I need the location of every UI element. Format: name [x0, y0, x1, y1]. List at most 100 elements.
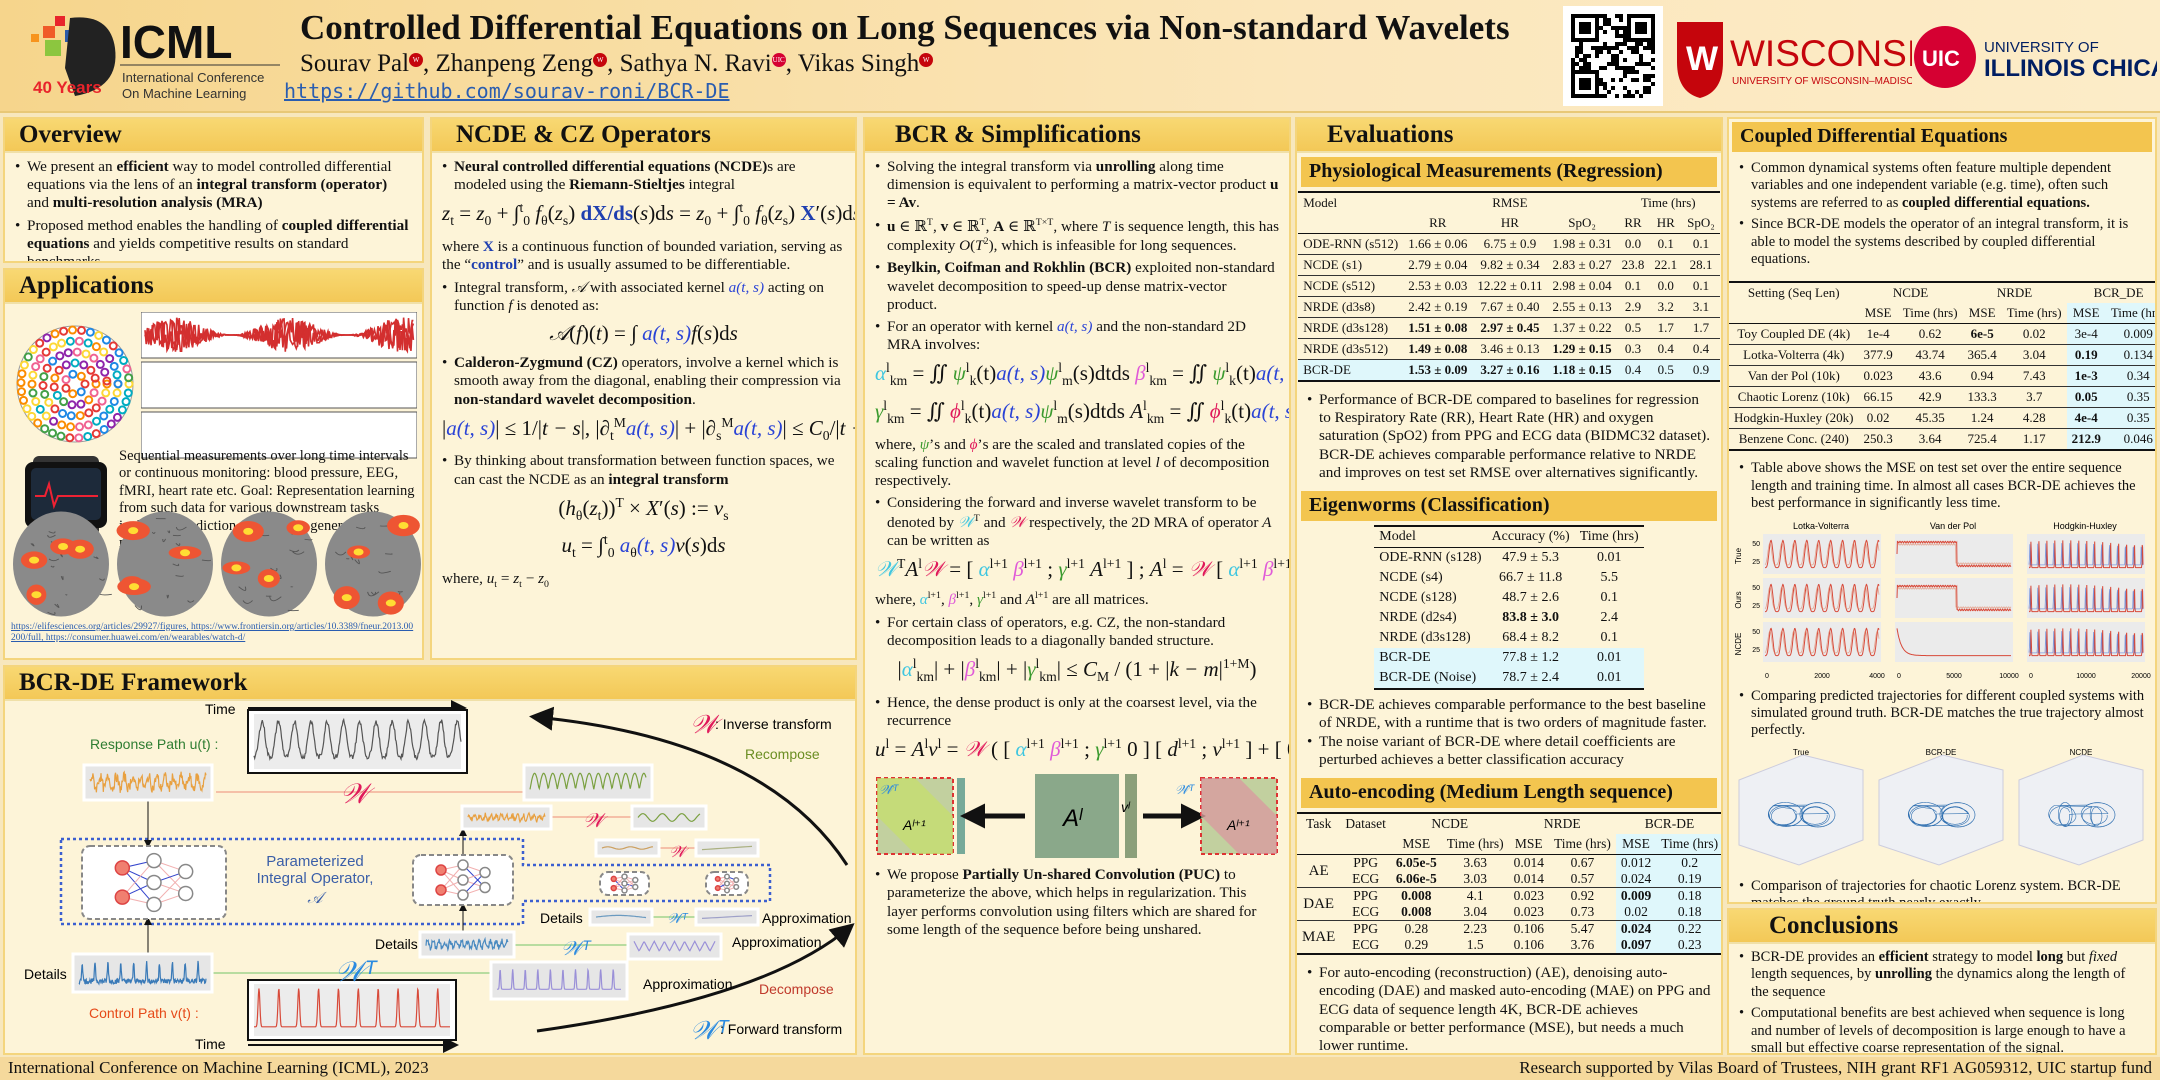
text-segment: can be written as [887, 531, 990, 549]
column-header: SpO₂ [1547, 213, 1617, 234]
text-segment: | + | [933, 657, 965, 682]
text-segment: )) [601, 495, 616, 520]
table-cell: 0.18 [1656, 887, 1721, 905]
text-segment: = [889, 737, 912, 762]
text-segment: exploited non-standard wavelet decomposi… [887, 259, 1275, 313]
table-cell: 3e-4 [2066, 323, 2106, 345]
evaluations-panel: Evaluations Physiological Measurements (… [1295, 117, 1723, 1055]
table-row: MAE PPG 0.28 2.23 0.106 5.47 0.024 0.22 [1297, 920, 1721, 955]
text-segment: × [623, 495, 647, 520]
text-segment: l [1145, 360, 1150, 376]
column-header: MSE [2066, 303, 2106, 325]
table-cell: ECG [1352, 937, 1380, 953]
wisconsin-affiliation-icon: W [919, 52, 934, 67]
table-cell: 0.1 [1682, 275, 1720, 297]
text-segment: l [1225, 360, 1230, 376]
section-title: Evaluations [1297, 119, 1721, 153]
table-cell: 6e-5 [1962, 323, 2002, 345]
time-label: Time [195, 1036, 226, 1052]
image-citations[interactable]: https://elifesciences.org/articles/29927… [11, 622, 414, 644]
text-segment: . [691, 390, 696, 408]
table-cell: 0.1 [1649, 233, 1683, 255]
text-segment: l+1 [989, 556, 1008, 572]
details-label: Details [540, 910, 583, 926]
inverse-transform-symbol: 𝒲 [583, 810, 609, 832]
table-cell: 12.22 ± 0.11 [1472, 275, 1548, 297]
table-cell: 0.1 [1600, 590, 1618, 606]
github-link[interactable]: https://github.com/sourav-roni/BCR-DE [284, 79, 730, 103]
text-segment: is sequence length, this has complexity [887, 217, 1280, 255]
text-segment: km [1039, 669, 1057, 685]
table-cell: 0.0 [1649, 275, 1683, 297]
text-segment: a(t, s) [642, 320, 692, 345]
coupled-de-panel: Coupled Differential Equations Common dy… [1727, 117, 2157, 904]
table-cell: 0.008 [1401, 904, 1432, 920]
svg-text:W: W [1686, 40, 1719, 78]
column-header: MSE [1615, 834, 1657, 856]
text-segment: + ∫ [711, 201, 740, 226]
coupled-text: Comparison of trajectories for chaotic L… [1729, 873, 2155, 902]
table-cell: 3.03 [1463, 871, 1487, 887]
text-segment: α [978, 557, 990, 582]
table-cell: 3.76 [1570, 937, 1595, 953]
text-segment: ( [767, 201, 775, 226]
table-cell: NCDE (s1) [1298, 254, 1404, 276]
table-cell: 0.19 [1656, 871, 1721, 888]
table-cell: 2.79 ± 0.04 [1403, 254, 1473, 276]
text-segment: θ [541, 213, 548, 229]
text-segment: s [729, 320, 738, 345]
column-header: Time (hrs) [2105, 303, 2155, 325]
bullet-item: BCR-DE provides an efficient strategy to… [1739, 949, 2145, 1001]
text-segment: − [521, 570, 539, 588]
text-segment: ϕ [969, 435, 978, 453]
table-cell: 0.02 [1615, 904, 1657, 921]
svg-text:UIC: UIC [1922, 46, 1960, 71]
text-segment: Hence, the dense product is only at the … [887, 693, 1257, 729]
column-header: Dataset [1345, 816, 1386, 832]
text-segment: l+1 [1035, 590, 1049, 602]
text-segment: l [918, 556, 922, 572]
table-cell: 1.7 [1649, 317, 1683, 339]
column-header: NRDE [1543, 816, 1581, 832]
overview-body: We present an efficient way to model con… [5, 153, 422, 261]
table-cell: ODE-RNN (s128) [1379, 550, 1482, 566]
text-segment: α [1228, 557, 1240, 582]
text-segment: X [646, 495, 659, 520]
table-cell: 0.014 [1513, 855, 1544, 871]
table-cell: 47.9 ± 5.3 [1502, 550, 1559, 566]
bullet-item: u ∈ ℝT, v ∈ ℝT, A ∈ ℝT×T, where T is seq… [875, 217, 1279, 256]
signal-plot [418, 930, 516, 959]
text-segment: u [561, 533, 572, 558]
text-segment: Partially Un-shared Convolution (PUC) [962, 866, 1221, 884]
plot-title: Lotka-Volterra [1793, 521, 1849, 531]
x-tick: 0 [2029, 673, 2033, 680]
table-cell: 78.7 ± 2.4 [1486, 668, 1575, 690]
table-cell: 1.5 [1466, 937, 1484, 953]
text-segment: | + | [996, 657, 1028, 682]
table-row: DAE PPG 0.008 4.1 0.023 0.92 0.009 0.18 [1297, 887, 1721, 921]
qr-code[interactable] [1563, 6, 1663, 106]
text-segment: β [1013, 557, 1024, 582]
text-segment: s [827, 201, 836, 226]
text-segment: (s)dtds [1072, 361, 1136, 386]
forward-transform-symbol: 𝒲ᵀ [667, 910, 689, 926]
text-segment: )( [581, 320, 596, 345]
y-tick: 25 [1752, 559, 1760, 566]
text-segment: = [941, 737, 964, 762]
y-tick: 25 [1752, 603, 1760, 610]
text-segment: v [940, 217, 949, 235]
table-cell: 66.15 [1858, 386, 1898, 408]
text-segment: t [571, 545, 576, 561]
text-segment: z [554, 201, 563, 226]
fmri-brain-images [13, 511, 421, 617]
approximation-label: Approximation [643, 976, 733, 992]
table-cell: 0.23 [1656, 937, 1721, 955]
text-segment: 0 [523, 213, 531, 229]
text-segment: = ∬ [1164, 399, 1210, 424]
column-header: Time (hrs) [1441, 834, 1509, 856]
neural-net-icon [705, 871, 749, 896]
table-cell: NRDE (d2s4) [1379, 610, 1457, 626]
text-segment: control [471, 256, 518, 274]
task-cell: AE [1308, 862, 1329, 879]
text-segment: along time dimension is equivalent to pe… [887, 158, 1270, 194]
